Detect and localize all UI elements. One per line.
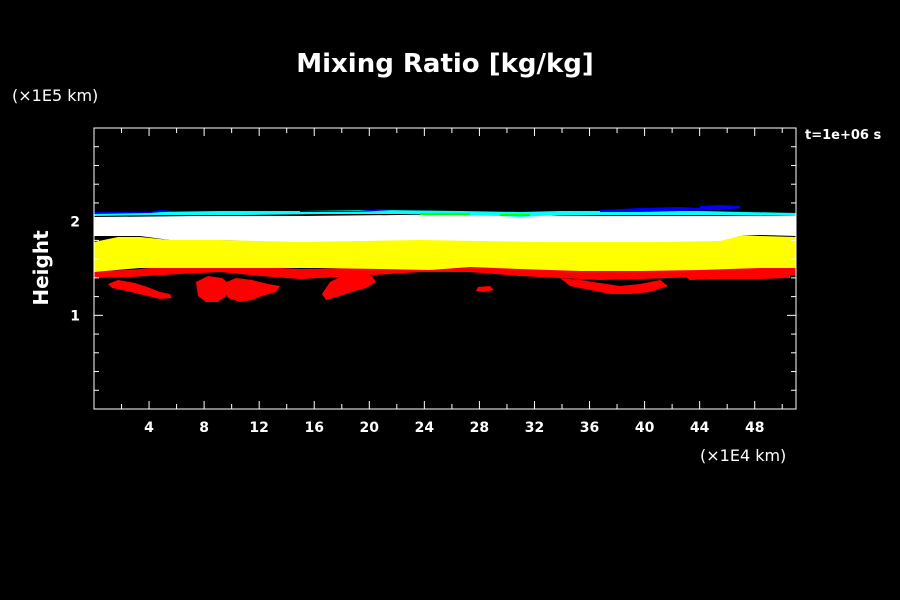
time-label: t=1e+06 s: [805, 128, 881, 143]
y-axis-unit-label: (×1E5 km): [12, 86, 98, 105]
contour-blob: [108, 280, 172, 299]
x-tick-label: 44: [690, 420, 710, 436]
y-axis-title: Height: [29, 230, 53, 306]
x-tick-label: 28: [470, 420, 489, 436]
x-tick-label: 20: [360, 420, 380, 436]
y-tick-label: 2: [70, 215, 80, 231]
plot-frame: [93, 127, 797, 410]
x-tick-label: 4: [144, 420, 154, 436]
contour-speck: [420, 213, 470, 215]
x-tick-label: 24: [415, 420, 435, 436]
contour-band-high: [94, 215, 796, 242]
contour-band-highest: [94, 210, 174, 214]
axis-ticks: [94, 128, 796, 409]
contour-blob: [322, 274, 376, 300]
x-tick-label: 8: [199, 420, 209, 436]
x-axis-unit-label: (×1E4 km): [700, 446, 786, 465]
contour-band-highest: [300, 209, 392, 212]
x-tick-label: 48: [745, 420, 764, 436]
contour-band-lowest: [94, 265, 796, 280]
contour-band-highest: [700, 205, 740, 208]
x-tick-label: 16: [304, 420, 323, 436]
chart-title: Mixing Ratio [kg/kg]: [296, 49, 594, 79]
x-tick-label: 32: [525, 420, 544, 436]
contour-blob: [196, 276, 232, 302]
x-tick-label: 12: [249, 420, 268, 436]
contour-band-low: [94, 236, 796, 272]
contour-speck: [500, 214, 530, 216]
contour-blob: [476, 286, 494, 292]
y-tick-label: 1: [70, 308, 80, 324]
plot-content: [94, 205, 796, 302]
x-tick-label: 40: [635, 420, 655, 436]
contour-blob: [222, 278, 280, 302]
contour-band-highest: [600, 207, 742, 212]
contour-blob: [560, 278, 668, 294]
contour-blob: [682, 272, 790, 280]
x-tick-label: 36: [580, 420, 599, 436]
